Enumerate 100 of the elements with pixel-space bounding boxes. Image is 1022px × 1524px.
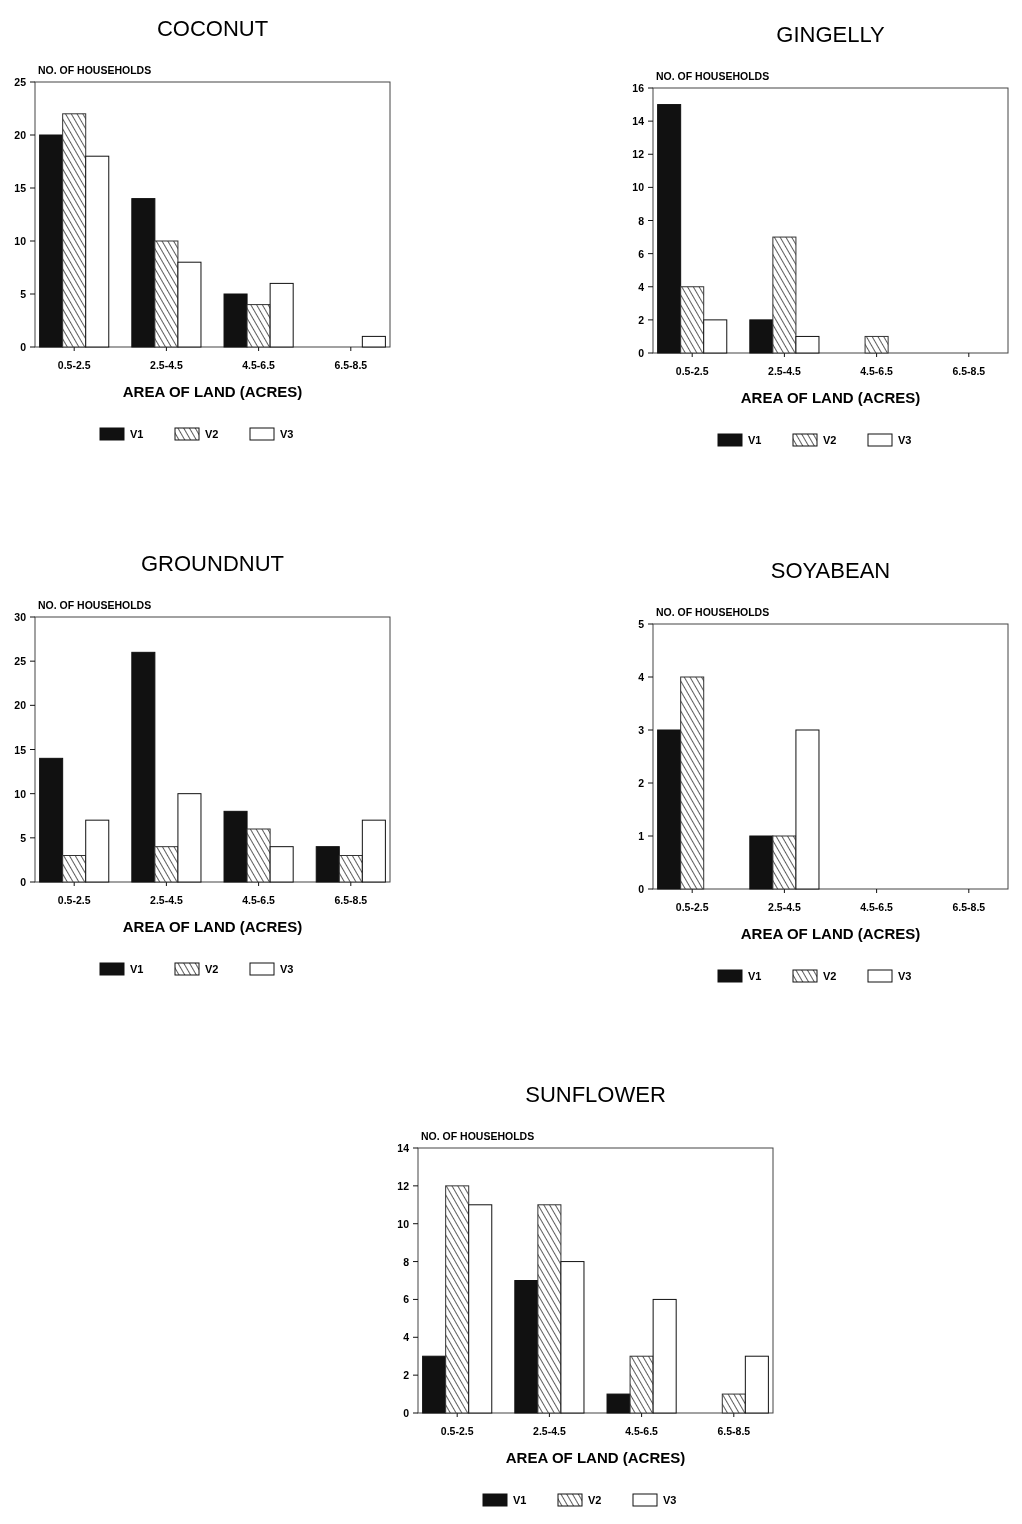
legend-label: V1: [748, 434, 762, 446]
bar: [749, 319, 774, 354]
bar: [422, 1355, 447, 1414]
bar: [154, 846, 179, 883]
y-tick-label: 6: [403, 1293, 410, 1306]
x-tick-label: 4.5-6.5: [242, 894, 276, 906]
bar: [246, 828, 271, 883]
bar: [223, 810, 248, 883]
bar: [772, 835, 797, 890]
bar: [537, 1204, 562, 1414]
y-tick-label: 0: [638, 347, 645, 359]
y-tick-label: 4: [403, 1331, 410, 1344]
bar: [703, 319, 728, 354]
x-axis-title: AREA OF LAND (ACRES): [740, 925, 921, 942]
chart-title: SOYABEAN: [770, 558, 891, 583]
bar: [680, 286, 705, 354]
x-tick-label: 4.5-6.5: [860, 901, 894, 913]
y-axis-title: NO. OF HOUSEHOLDS: [38, 64, 152, 76]
legend-label: V3: [898, 434, 912, 446]
legend-label: V2: [205, 963, 219, 975]
y-axis-title: NO. OF HOUSEHOLDS: [656, 70, 770, 82]
bar: [85, 819, 110, 883]
y-tick-label: 12: [397, 1179, 410, 1192]
legend-label: V2: [205, 428, 219, 440]
chart-title: GINGELLY: [776, 22, 886, 47]
chart-title: COCONUT: [156, 16, 269, 41]
chart-title: GROUNDNUT: [141, 551, 284, 576]
legend-label: V2: [588, 1494, 602, 1506]
legend-label: V2: [823, 970, 837, 982]
bar: [154, 240, 179, 348]
bar: [62, 113, 87, 348]
bar: [514, 1280, 539, 1414]
x-tick-label: 0.5-2.5: [675, 901, 709, 913]
bar: [606, 1393, 631, 1414]
x-tick-label: 4.5-6.5: [860, 365, 894, 377]
bar: [338, 855, 363, 883]
legend-label: V1: [513, 1494, 527, 1506]
bar: [39, 134, 64, 348]
y-tick-label: 2: [638, 313, 645, 326]
y-tick-label: 16: [632, 82, 645, 94]
bar: [177, 261, 202, 348]
y-tick-label: 20: [14, 699, 27, 712]
y-tick-label: 3: [638, 724, 645, 736]
y-axis-title: NO. OF HOUSEHOLDS: [421, 1130, 535, 1142]
y-axis-title: NO. OF HOUSEHOLDS: [38, 599, 152, 611]
y-tick-label: 0: [403, 1407, 410, 1419]
legend-label: V1: [130, 963, 144, 975]
legend-label: V3: [280, 428, 294, 440]
y-axis-title: NO. OF HOUSEHOLDS: [656, 606, 770, 618]
x-tick-label: 6.5-8.5: [334, 894, 368, 906]
y-tick-label: 10: [14, 235, 27, 247]
y-tick-label: 25: [14, 655, 27, 668]
bar: [795, 335, 820, 354]
bar: [131, 651, 156, 883]
x-tick-label: 2.5-4.5: [150, 359, 183, 371]
bar: [361, 335, 386, 348]
y-tick-label: 30: [14, 611, 27, 623]
x-tick-label: 6.5-8.5: [717, 1425, 751, 1437]
bar: [657, 729, 682, 890]
y-tick-label: 15: [14, 743, 27, 756]
bar: [269, 846, 294, 883]
x-tick-label: 4.5-6.5: [242, 359, 276, 371]
y-tick-label: 5: [20, 288, 27, 300]
y-tick-label: 8: [638, 214, 645, 227]
y-tick-label: 14: [632, 115, 645, 128]
y-tick-label: 4: [638, 280, 645, 293]
legend-label: V1: [748, 970, 762, 982]
bar: [657, 104, 682, 354]
bar: [744, 1355, 769, 1414]
bar: [269, 282, 294, 348]
bar: [39, 757, 64, 883]
y-tick-label: 2: [638, 777, 645, 789]
bar: [772, 236, 797, 354]
x-tick-label: 4.5-6.5: [625, 1425, 659, 1437]
y-tick-label: 2: [403, 1369, 410, 1382]
bar: [560, 1261, 585, 1414]
x-tick-label: 0.5-2.5: [57, 359, 91, 371]
y-tick-label: 1: [638, 830, 645, 842]
bar: [223, 293, 248, 348]
legend-label: V2: [823, 434, 837, 446]
y-tick-label: 5: [638, 618, 645, 630]
bar: [721, 1393, 746, 1414]
bar: [361, 819, 386, 883]
x-axis-title: AREA OF LAND (ACRES): [122, 918, 303, 935]
y-tick-label: 25: [14, 76, 27, 88]
y-tick-label: 5: [20, 831, 27, 844]
y-tick-label: 0: [20, 341, 27, 353]
bar: [680, 676, 705, 890]
legend-label: V3: [898, 970, 912, 982]
x-tick-label: 2.5-4.5: [768, 365, 801, 377]
legend-label: V1: [130, 428, 144, 440]
y-tick-label: 0: [20, 876, 27, 888]
bar: [652, 1298, 677, 1414]
bar: [749, 835, 774, 890]
chart-title: SUNFLOWER: [525, 1082, 666, 1107]
x-tick-label: 2.5-4.5: [150, 894, 183, 906]
y-tick-label: 10: [632, 181, 645, 194]
x-tick-label: 0.5-2.5: [440, 1425, 474, 1437]
bar: [177, 793, 202, 883]
x-axis-title: AREA OF LAND (ACRES): [122, 383, 303, 400]
